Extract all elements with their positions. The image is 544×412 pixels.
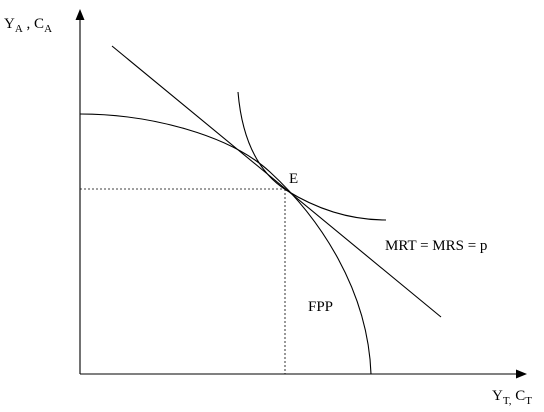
y-axis-arrowhead — [75, 9, 85, 20]
production-frontier-curve — [79, 113, 372, 375]
tangent-line-label: MRT = MRS = p — [385, 238, 487, 254]
equilibrium-point-label: E — [289, 171, 298, 187]
indifference-curve — [237, 91, 387, 221]
y-axis-label: YA , CA — [4, 16, 52, 35]
price-tangent-line — [111, 45, 442, 318]
frontier-label: FPP — [308, 299, 333, 315]
x-axis-arrowhead — [516, 369, 527, 379]
x-axis-label: YT, CT — [492, 388, 532, 407]
